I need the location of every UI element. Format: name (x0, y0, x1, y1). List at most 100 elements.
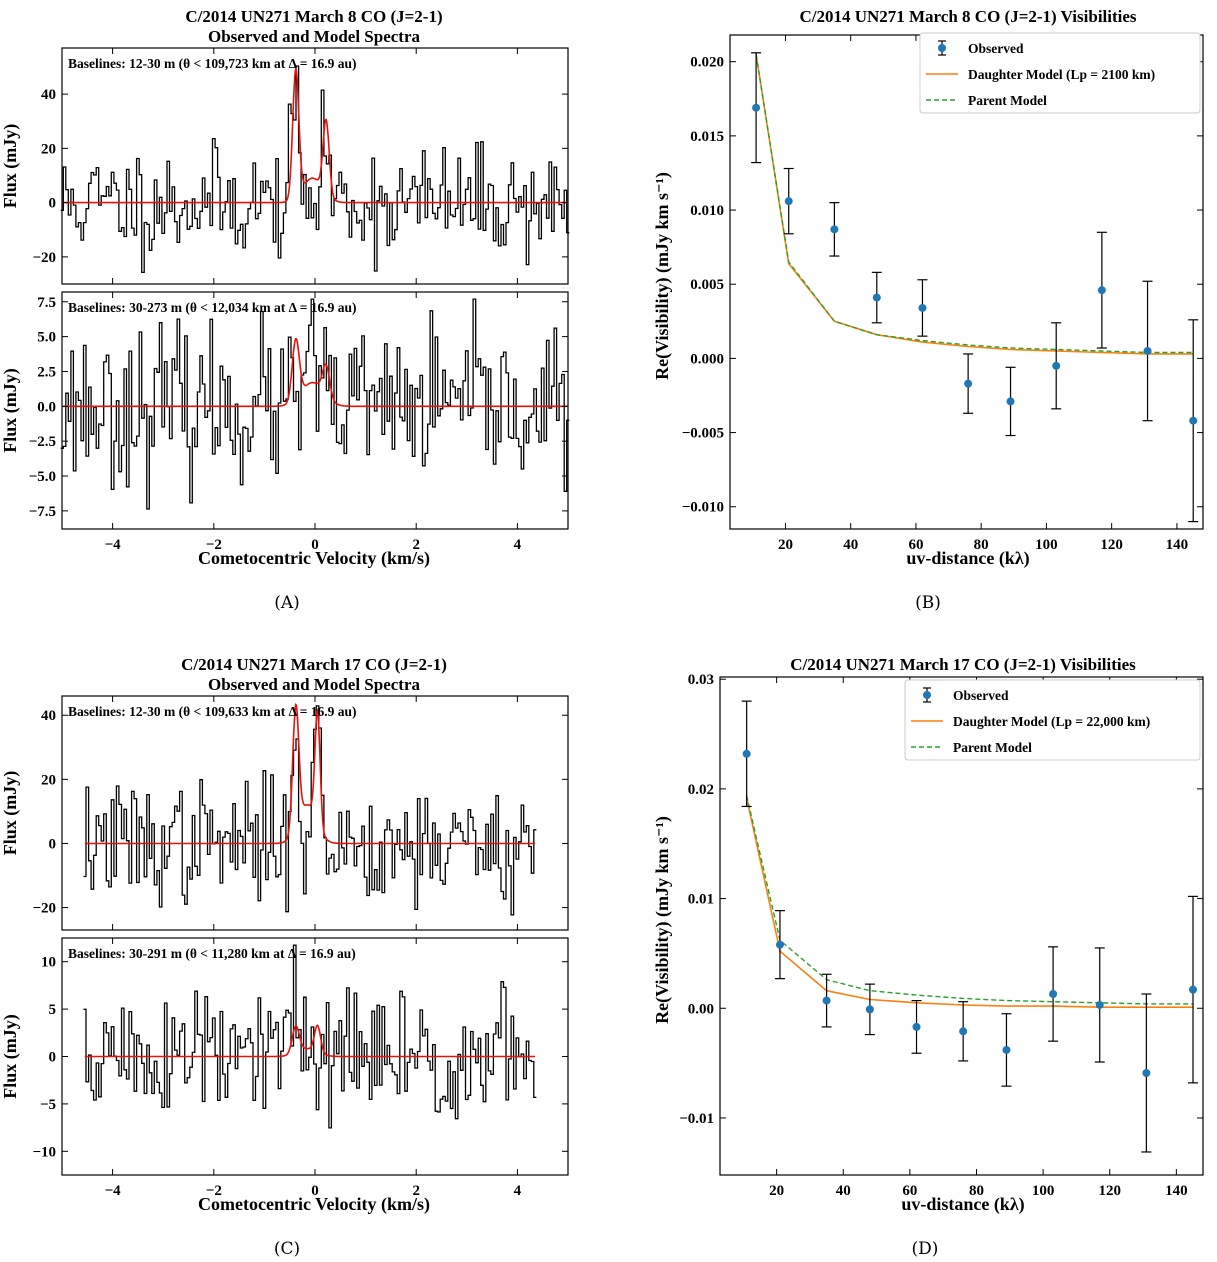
y-tick-label: −10 (32, 1144, 56, 1160)
y-tick-label: 0 (49, 196, 57, 212)
y-tick-label: 5.0 (37, 330, 56, 346)
observed-point (872, 293, 881, 302)
x-tick-label: 100 (1035, 537, 1058, 553)
y-tick-label: −7.5 (29, 504, 56, 520)
x-tick-label: 120 (1098, 1183, 1121, 1199)
observed-point (1189, 985, 1198, 994)
panel-a-top-plot: −20 0 20 40 Baselines: 12-30 m (θ < 109,723 … (0, 47, 570, 285)
panel-d-caption: (D) (912, 1239, 939, 1259)
x-tick-label: 40 (843, 537, 858, 553)
y-axis-label: Flux (mJy) (0, 1014, 21, 1099)
model-spectrum-line (84, 702, 536, 845)
panel-d-title: C/2014 UN271 March 17 CO (J=2-1) Visibil… (790, 655, 1136, 674)
legend-observed-label: Observed (968, 41, 1024, 56)
observed-point (1052, 361, 1061, 370)
y-tick-label: 0.0 (37, 399, 56, 415)
observed-spectrum-line (60, 298, 570, 510)
observed-point (822, 996, 831, 1005)
panel-c-xlabel: Cometocentric Velocity (km/s) (198, 1194, 430, 1215)
baselines-annotation: Baselines: 12-30 m (θ < 109,723 km at Δ … (68, 56, 357, 71)
parent-model-line (755, 54, 1194, 354)
panel-a-caption: (A) (274, 593, 300, 613)
y-tick-label: 0 (49, 1050, 57, 1066)
panel-c-caption: (C) (274, 1239, 300, 1259)
x-tick-label: 20 (769, 1183, 784, 1199)
x-tick-label: 2 (412, 537, 420, 553)
y-tick-label: 0.00 (688, 1001, 714, 1017)
legend-box (904, 679, 1201, 761)
y-tick-label: 20 (41, 141, 56, 157)
observed-point (1049, 990, 1058, 999)
y-tick-label: 20 (41, 772, 56, 788)
panel-b-caption: (B) (915, 593, 941, 613)
panel-b-xlabel: uv-distance (kλ) (906, 548, 1029, 569)
y-tick-label: −5 (40, 1097, 56, 1113)
panel-b: C/2014 UN271 March 8 CO (J=2-1) Visibili… (652, 7, 1204, 613)
observed-point (964, 379, 973, 388)
panel-a-xlabel: Cometocentric Velocity (km/s) (198, 548, 430, 569)
parent-model-line (745, 795, 1193, 1005)
observed-point (1142, 1068, 1151, 1077)
x-tick-label: 100 (1032, 1183, 1055, 1199)
observed-point (912, 1022, 921, 1031)
plot-frame (719, 676, 1204, 1176)
panel-b-title: C/2014 UN271 March 8 CO (J=2-1) Visibili… (799, 7, 1136, 26)
x-tick-label: 4 (514, 1183, 522, 1199)
legend-parent-label: Parent Model (953, 740, 1032, 755)
observed-spectrum-line (83, 944, 537, 1129)
legend-daughter-label: Daughter Model (Lp = 2100 km) (968, 67, 1155, 82)
y-tick-label: 0.000 (690, 351, 724, 367)
panel-d-plot: 20 40 60 80 100 120 140 −0.01 0.00 0.01 0.02 0.03 Ob… (679, 672, 1204, 1199)
y-tick-label: −0.010 (682, 500, 724, 516)
x-tick-label: 140 (1165, 1183, 1188, 1199)
panel-a: C/2014 UN271 March 8 CO (J=2-1) Observed… (0, 7, 570, 613)
x-tick-label: 4 (514, 537, 522, 553)
baselines-annotation: Baselines: 12-30 m (θ < 109,633 km at Δ … (68, 704, 357, 719)
observed-point (1095, 1000, 1104, 1009)
observed-point (1143, 346, 1152, 355)
y-tick-label: 5 (49, 1002, 57, 1018)
y-tick-label: −0.01 (679, 1111, 714, 1127)
y-tick-label: −20 (32, 901, 56, 917)
y-tick-label: 0.010 (690, 203, 724, 219)
x-tick-label: 80 (974, 537, 989, 553)
daughter-model-line (745, 797, 1193, 1008)
legend-observed-marker (923, 691, 931, 699)
observed-point (865, 1005, 874, 1014)
panel-a-title-line1: C/2014 UN271 March 8 CO (J=2-1) (185, 7, 442, 26)
panel-b-plot: 20 40 60 80 100 120 140 −0.010 −0.005 0.000 0.005 0… (682, 32, 1204, 553)
model-spectrum-line (62, 66, 568, 204)
y-tick-label: −5.0 (29, 469, 56, 485)
x-tick-label: −2 (206, 537, 222, 553)
y-tick-label: 0 (49, 836, 57, 852)
observed-point (918, 303, 927, 312)
y-axis-label: Flux (mJy) (0, 124, 21, 209)
legend-parent-label: Parent Model (968, 93, 1047, 108)
x-tick-label: 2 (412, 1183, 420, 1199)
observed-point (830, 225, 839, 234)
y-tick-label: 0.015 (690, 129, 724, 145)
observed-point (959, 1027, 968, 1036)
x-tick-label: −4 (105, 537, 122, 553)
y-tick-label: 40 (41, 87, 56, 103)
legend-box (919, 32, 1201, 114)
legend-daughter-label: Daughter Model (Lp = 22,000 km) (953, 714, 1150, 729)
x-tick-label: −2 (206, 1183, 222, 1199)
y-tick-label: 0.03 (688, 672, 714, 688)
panel-a-bottom-plot: −4 −2 0 2 4 −7.5 −5.0 −2.5 0.0 2.5 5.0 7.5 Baselines… (0, 291, 570, 553)
panel-a-title-line2: Observed and Model Spectra (208, 27, 421, 46)
panel-c: C/2014 UN271 March 17 CO (J=2-1) Observe… (0, 655, 569, 1259)
x-tick-label: 140 (1166, 537, 1189, 553)
panel-c-top-plot: −20 0 20 40 Baselines: 12-30 m (θ < 109,633 … (0, 695, 569, 931)
y-tick-label: 10 (41, 955, 56, 971)
observed-point (742, 749, 751, 758)
baselines-annotation: Baselines: 30-291 m (θ < 11,280 km at Δ … (68, 946, 356, 961)
model-spectrum-line (62, 337, 568, 408)
y-tick-label: 0.005 (690, 277, 724, 293)
x-tick-label: 60 (908, 537, 923, 553)
observed-point (1189, 416, 1198, 425)
panel-c-title-line1: C/2014 UN271 March 17 CO (J=2-1) (181, 655, 447, 674)
y-tick-label: 0.01 (688, 892, 714, 908)
y-tick-label: −2.5 (29, 434, 56, 450)
